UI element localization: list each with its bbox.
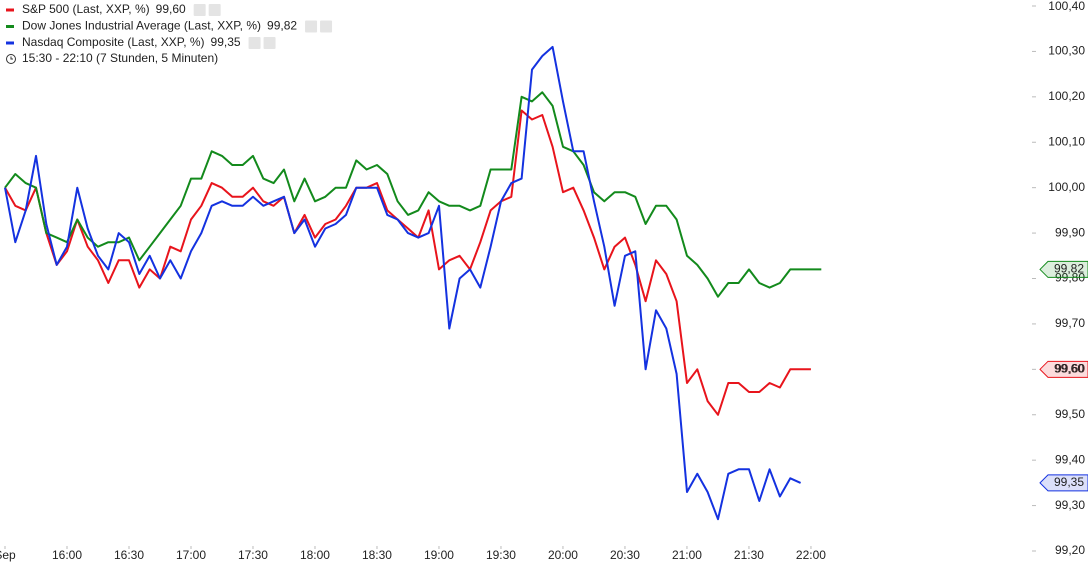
y-tick-label: 99,30	[1055, 498, 1085, 512]
x-tick-label: 17:00	[176, 548, 206, 562]
legend-value: 99,35	[211, 35, 241, 49]
legend-icon	[263, 37, 276, 49]
legend-label: Dow Jones Industrial Average (Last, XXP,…	[22, 19, 261, 33]
y-tick-label: 100,20	[1048, 89, 1085, 103]
last-value-tag	[1039, 360, 1088, 378]
clock-icon	[6, 54, 16, 64]
x-tick-label: 20:30	[610, 548, 640, 562]
y-tick-label: 100,30	[1048, 44, 1085, 58]
last-value-label: 99,35	[1054, 475, 1084, 489]
y-tick-label: 100,40	[1048, 0, 1085, 13]
x-tick-label: 21:00	[672, 548, 702, 562]
legend-label: S&P 500 (Last, XXP, %)	[22, 2, 150, 16]
x-tick-label: 17:30	[238, 548, 268, 562]
y-tick-label: 99,40	[1055, 452, 1085, 466]
legend-value: 99,60	[156, 2, 186, 16]
x-tick-label: 19:00	[424, 548, 454, 562]
last-value-tag	[1039, 474, 1088, 492]
legend-swatch	[6, 41, 14, 45]
legend-icon	[305, 20, 318, 33]
x-tick-label: 18:00	[300, 548, 330, 562]
series-line	[4, 109, 811, 416]
x-tick-label: 18:30	[362, 548, 392, 562]
y-tick-label: 99,70	[1055, 316, 1085, 330]
last-value-label: 99,82	[1054, 262, 1084, 276]
x-tick-label: 16:30	[114, 548, 144, 562]
last-value-label: 99,60	[1054, 362, 1084, 376]
legend-swatch	[6, 8, 14, 12]
last-value-tag	[1039, 260, 1088, 278]
y-tick-label: 99,20	[1055, 543, 1085, 557]
series-line	[4, 91, 822, 298]
y-tick-label: 100,00	[1048, 180, 1085, 194]
legend-label: Nasdaq Composite (Last, XXP, %)	[22, 35, 205, 49]
legend-swatch	[6, 25, 14, 28]
x-tick-label: 19:30	[486, 548, 516, 562]
x-tick-label: 21:30	[734, 548, 764, 562]
series-line	[4, 45, 802, 521]
legend-icon	[208, 4, 221, 16]
legend-icon	[193, 4, 206, 16]
y-tick-label: 99,50	[1055, 407, 1085, 421]
legend-icon	[320, 20, 333, 33]
time-range: 15:30 - 22:10 (7 Stunden, 5 Minuten)	[22, 51, 218, 65]
y-tick-label: 99,60	[1055, 362, 1085, 376]
x-tick-label: 16:00	[52, 548, 82, 562]
x-tick-label: 22:00	[796, 548, 826, 562]
legend-value: 99,82	[267, 19, 297, 33]
x-tick-label: 20:00	[548, 548, 578, 562]
y-tick-label: 99,90	[1055, 225, 1085, 239]
y-tick-label: 100,10	[1048, 134, 1085, 148]
legend-icon	[248, 37, 261, 49]
x-tick-label: Sep	[0, 548, 16, 562]
